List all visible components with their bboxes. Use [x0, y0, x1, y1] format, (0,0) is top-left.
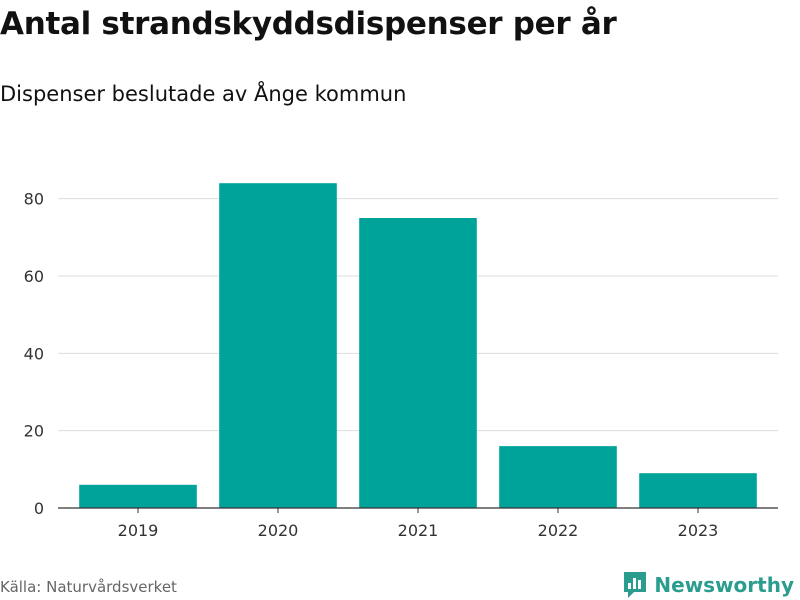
x-axis-ticks: 2019 2020 2021 2022 2023 [118, 508, 719, 540]
y-tick-label: 20 [24, 422, 44, 441]
y-tick-label: 0 [34, 499, 44, 518]
bars [79, 183, 757, 508]
x-tick-label: 2023 [678, 521, 719, 540]
bar-2023 [639, 473, 757, 508]
y-axis-ticks: 0 20 40 60 80 [24, 190, 44, 518]
bar-2020 [219, 183, 337, 508]
chart-subtitle: Dispenser beslutade av Ånge kommun [0, 82, 407, 106]
bar-2019 [79, 484, 197, 508]
bar-2021 [359, 218, 477, 508]
x-tick-label: 2022 [538, 521, 579, 540]
chart-title: Antal strandskyddsdispenser per år [0, 6, 617, 42]
bar-chart: 0 20 40 60 80 2019 2020 2021 2022 2023 [24, 183, 778, 540]
y-tick-label: 60 [24, 267, 44, 286]
y-tick-label: 40 [24, 344, 44, 363]
brand: Newsworthy [622, 570, 794, 600]
brand-name: Newsworthy [654, 573, 794, 597]
x-tick-label: 2019 [118, 521, 159, 540]
bar-2022 [499, 446, 617, 508]
x-tick-label: 2020 [258, 521, 299, 540]
y-tick-label: 80 [24, 190, 44, 209]
newsworthy-logo-icon [624, 572, 647, 598]
source-note: Källa: Naturvårdsverket [0, 578, 177, 596]
x-tick-label: 2021 [398, 521, 439, 540]
